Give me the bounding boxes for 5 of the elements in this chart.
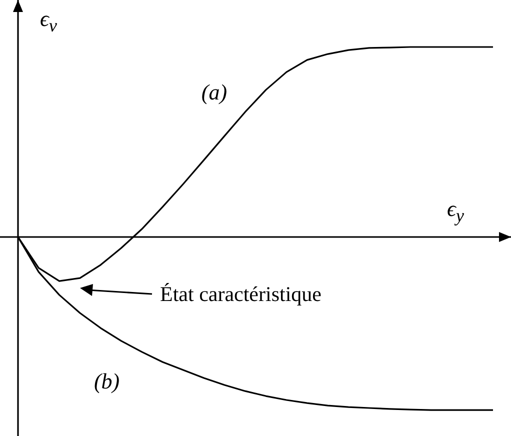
series-label: (b) (94, 368, 120, 394)
series-label: (a) (201, 80, 228, 105)
y-axis-title: ϵ$_{v}$ (40, 6, 58, 36)
annotation: État caractéristique (160, 282, 322, 307)
x-axis-title: ϵ$_{y}$ (447, 196, 464, 226)
